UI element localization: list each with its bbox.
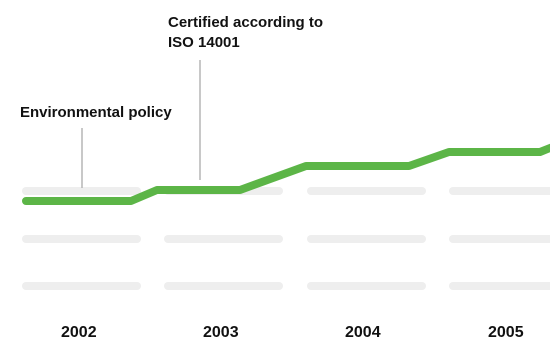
environmental-policy-label: Environmental policy <box>20 104 172 121</box>
iso-certification-label-line-2: ISO 14001 <box>168 34 240 51</box>
year-label-2003: 2003 <box>203 324 239 341</box>
year-label-2002: 2002 <box>61 324 97 341</box>
progress-line <box>22 143 550 205</box>
iso-certification-label-line-1: Certified according to <box>168 14 324 31</box>
placeholder-rows <box>22 187 550 290</box>
iso-certification-label: Certified according to ISO 14001 <box>168 13 323 53</box>
year-label-2005: 2005 <box>488 324 524 341</box>
year-label-2004: 2004 <box>345 324 381 341</box>
